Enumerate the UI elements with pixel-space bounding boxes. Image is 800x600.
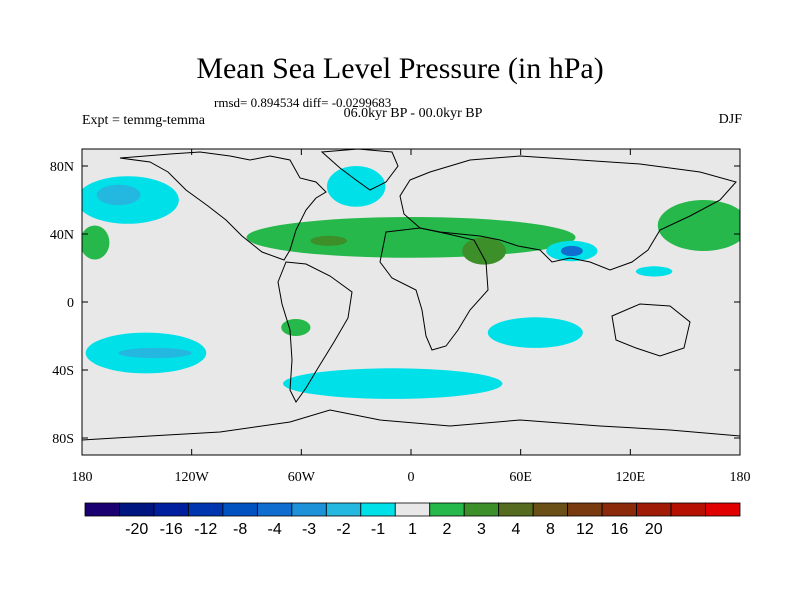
colorbar-label: -3 [302,521,316,538]
colorbar-label: 4 [511,521,520,538]
season-label: DJF [718,112,742,127]
colorbar-swatch [636,502,672,517]
y-tick-label: 80N [50,160,74,175]
coastline-eurasia [399,155,737,271]
colorbar-swatch [463,502,500,517]
field-south-america-high [281,319,311,336]
field-middle-east-high-core [462,237,507,265]
coastline-greenland [320,149,399,191]
colorbar-swatch [222,502,258,517]
coastlines [82,149,740,441]
colorbar-label: -4 [267,521,281,538]
coastline-north-america [119,151,327,261]
field-atlantic-west-high [82,225,110,260]
stats-text: rmsd= 0.894534 diff= -0.0299683 [214,95,392,110]
colorbar: -20 -16 -12 -8 -4 -3 -2 -1 1 2 3 4 8 12 16 20 [84,502,741,538]
colorbar-label: -20 [125,521,148,538]
colorbar-swatch [498,502,534,517]
colorbar-swatch [532,502,569,517]
colorbar-swatch [567,502,603,517]
colorbar-label: 1 [408,521,417,538]
coastline-australia [611,303,691,357]
colorbar-swatch [84,502,120,517]
colorbar-label: -2 [336,521,350,538]
field-tibet-low-core [560,245,583,257]
coastline-africa [379,227,489,351]
colorbar-swatch [256,502,293,517]
y-tick-label: 40S [52,364,74,379]
colorbar-swatch [429,502,465,517]
field-western-pacific-low [635,266,673,277]
x-tick-label: 120E [616,470,646,485]
x-tick-label: 0 [408,470,415,485]
field-atlantic-high-core [310,235,348,246]
colorbar-swatch [325,502,362,517]
field-southern-ocean-low [283,368,503,399]
field-north-pacific-low-core [96,184,141,206]
coastline-antarctica [82,409,740,441]
colorbar-label: -16 [160,521,183,538]
x-tick-label: 120W [175,470,210,485]
colorbar-swatch [119,502,155,517]
pressure-anomaly-field [82,166,740,399]
x-tick-label: 180 [730,470,751,485]
colorbar-label: 12 [576,521,594,538]
field-greenland-low [326,166,386,207]
colorbar-swatch [188,502,224,517]
colorbar-label: -8 [233,521,247,538]
map-background [82,149,740,455]
experiment-label: Expt = temmg-temma [82,113,205,128]
colorbar-label: 16 [610,521,628,538]
period-text: 06.0kyr BP - 00.0kyr BP [343,106,483,121]
colorbar-label: 3 [477,521,486,538]
chart-title: Mean Sea Level Pressure (in hPa) [196,52,604,85]
colorbar-swatch [601,502,637,517]
colorbar-swatch [705,502,741,517]
colorbar-label: -12 [194,521,217,538]
colorbar-label: -1 [371,521,385,538]
y-tick-label: 0 [67,296,74,311]
field-northern-subtropical-high-belt [246,217,576,258]
colorbar-swatch [291,502,327,517]
field-indian-ocean-low [487,317,583,348]
colorbar-label: 2 [443,521,452,538]
field-northwest-pacific-high [657,200,740,251]
axes: 180 120W 60W 0 60E 120E 180 80N 40N 0 40S 80S [50,149,751,485]
colorbar-label: 20 [645,521,663,538]
x-tick-label: 60E [509,470,532,485]
field-south-pacific-low-core [118,347,192,359]
x-tick-label: 180 [72,470,93,485]
colorbar-label: 8 [546,521,555,538]
y-tick-label: 80S [52,432,74,447]
coastline-south-america [277,261,353,403]
colorbar-swatch [360,502,396,517]
x-tick-label: 60W [288,470,316,485]
colorbar-swatch [153,502,189,517]
y-tick-label: 40N [50,228,74,243]
colorbar-swatch [670,502,706,517]
colorbar-swatch [394,502,431,517]
